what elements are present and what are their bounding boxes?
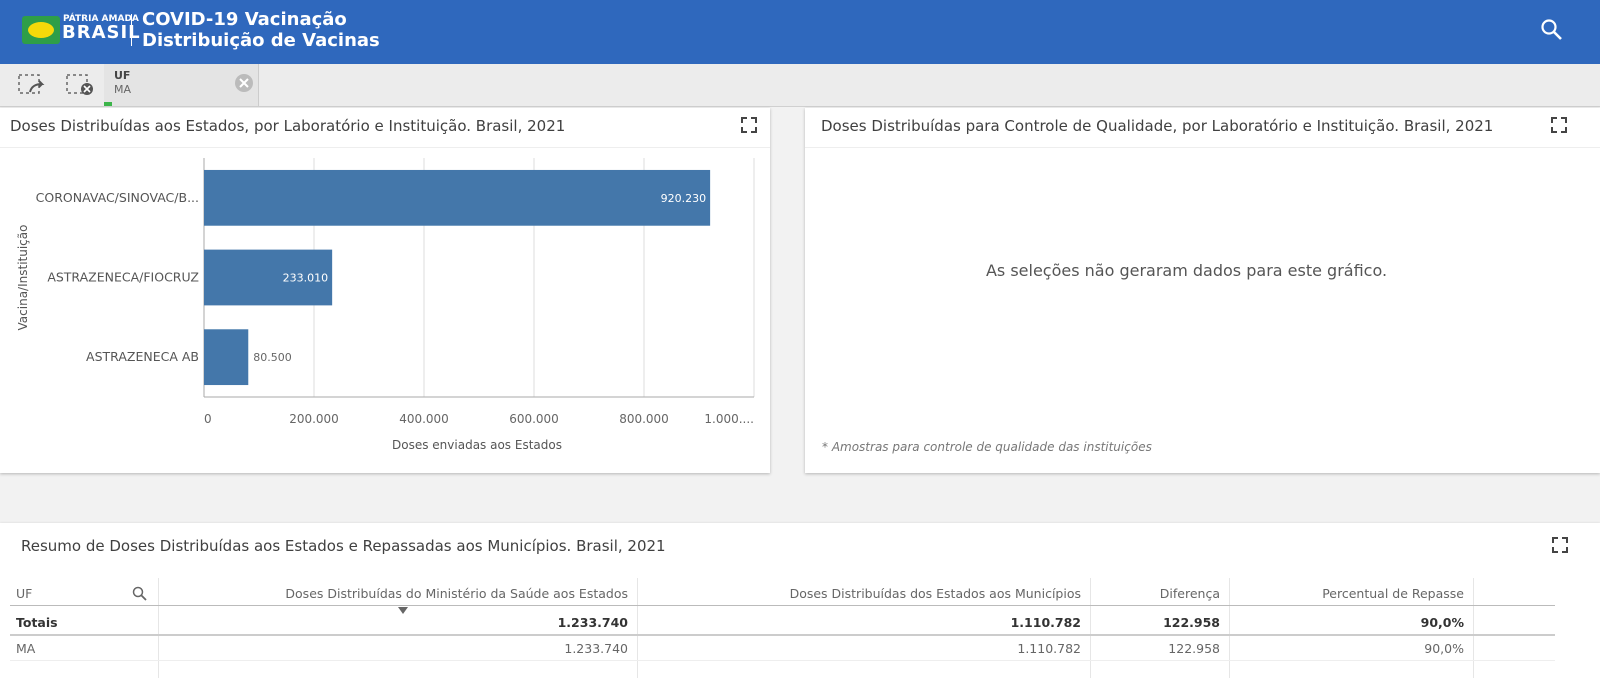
table-title: Resumo de Doses Distribuídas aos Estados… [21,537,666,555]
column-divider [1473,578,1474,678]
toolbar: UF MA [0,64,1600,107]
table-cell: 122.958 [1168,641,1220,656]
bar [204,329,249,386]
value-label: 80.500 [253,351,292,364]
filter-remove[interactable] [234,73,254,93]
brand-top: PÁTRIA AMADA [63,14,139,24]
column-divider [1229,578,1230,678]
x-tick-label: 0 [204,412,212,426]
x-tick-label: 400.000 [399,412,449,426]
column-header: UF [16,586,33,601]
filter-value: MA [114,83,132,96]
header-rule [10,605,1555,606]
table: UF Doses Distribuídas do Ministério da Sa… [10,578,1600,678]
expand-icon[interactable] [1551,117,1567,133]
column-divider [1090,578,1091,678]
table-cell: 1.233.740 [564,641,628,656]
filter-chip[interactable]: UF MA [104,64,259,106]
divider [131,14,132,46]
column-header: Doses Distribuídas dos Estados aos Munic… [789,586,1081,601]
x-tick-label: 200.000 [289,412,339,426]
table-cell: 1.110.782 [1017,641,1081,656]
step-back-icon[interactable] [16,72,48,98]
title-line: COVID-19 Vacinação [142,9,347,30]
column-header: Percentual de Repasse [1322,586,1464,601]
totals-cell: Totais [16,615,58,630]
panel-title: Doses Distribuídas para Controle de Qual… [821,117,1494,135]
value-label: 233.010 [283,272,329,285]
totals-cell: 1.110.782 [1010,615,1081,630]
totals-cell: 122.958 [1163,615,1220,630]
selection-bar [104,102,112,106]
table-cell: 90,0% [1424,641,1464,656]
bar [204,169,711,226]
x-axis-label: Doses enviadas aos Estados [392,438,562,452]
totals-cell: 1.233.740 [557,615,628,630]
column-divider [158,578,159,678]
empty-message: As seleções não geraram dados para este … [985,261,1388,280]
header: PÁTRIA AMADA BRASIL COVID-19 Vacinação Di… [0,0,1600,64]
note: * Amostras para controle de qualidade da… [822,440,1152,454]
column-header: Diferença [1159,586,1220,601]
expand-icon[interactable] [741,117,757,133]
title-line: Distribuição de Vacinas [142,30,380,51]
row-rule [10,660,1555,661]
category-label: ASTRAZENECA AB [86,349,199,364]
qc-panel: Doses Distribuídas para Controle de Qual… [805,108,1600,473]
chart-panel: Doses Distribuídas aos Estados, por Labo… [0,108,770,473]
totals-rule [10,634,1555,636]
filter-field: UF [114,69,131,82]
separator [805,147,1600,148]
logo-flag [22,16,60,44]
table-panel: Resumo de Doses Distribuídas aos Estados… [0,523,1600,678]
bar [204,249,333,306]
column-divider [637,578,638,678]
clear-icon[interactable] [64,72,96,98]
category-label: ASTRAZENECA/FIOCRUZ [47,270,199,285]
totals-cell: 90,0% [1420,615,1464,630]
table-cell: MA [16,641,36,656]
x-tick-label: 800.000 [619,412,669,426]
y-axis-label: Vacina/Instituição [16,225,30,331]
chart: 0 200.000 400.000 600.000 800.000 1.000.... Do… [16,158,755,452]
expand-icon[interactable] [1552,537,1568,553]
search-icon[interactable] [1540,18,1564,42]
x-tick-label: 600.000 [509,412,559,426]
logo-diamond [28,22,54,38]
brand: BRASIL [62,22,141,43]
separator [0,147,770,148]
value-label: 920.230 [661,192,707,205]
column-search[interactable] [132,586,148,602]
x-tick-label: 1.000.... [704,412,754,426]
column-header: Doses Distribuídas do Ministério da Saúd… [285,586,628,601]
category-label: CORONAVAC/SINOVAC/B... [36,190,199,205]
app-title: COVID-19 Vacinação Distribuição de Vacina… [142,9,380,51]
chart-title: Doses Distribuídas aos Estados, por Labo… [10,117,566,135]
sort-indicator [398,607,408,614]
